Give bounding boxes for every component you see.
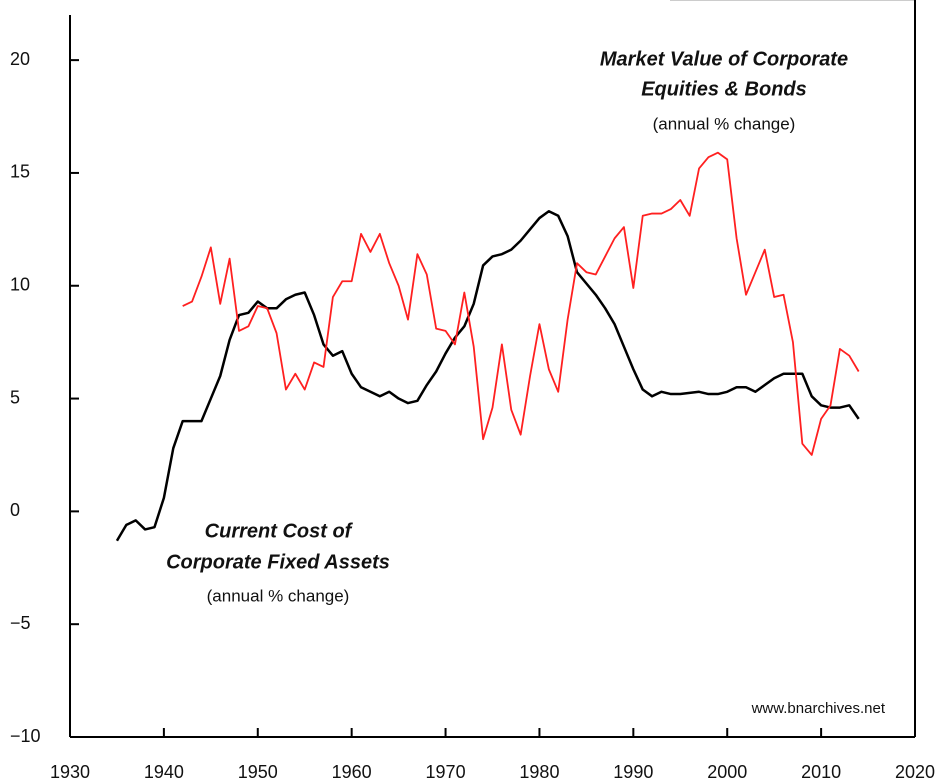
series-label: Market Value of Corporate bbox=[600, 48, 848, 70]
y-tick-label: −5 bbox=[10, 613, 31, 633]
series-label: Equities & Bonds bbox=[641, 78, 807, 100]
series-sublabel: (annual % change) bbox=[653, 114, 796, 133]
x-tick-label: 2000 bbox=[707, 762, 747, 782]
x-tick-label: 1950 bbox=[238, 762, 278, 782]
x-tick-label: 1960 bbox=[332, 762, 372, 782]
y-tick-label: 10 bbox=[10, 275, 30, 295]
watermark: www.bnarchives.net bbox=[751, 700, 886, 717]
x-tick-label: 1990 bbox=[613, 762, 653, 782]
y-tick-label: 5 bbox=[10, 387, 20, 407]
x-tick-label: 1970 bbox=[426, 762, 466, 782]
y-tick-label: 20 bbox=[10, 49, 30, 69]
series-label: Current Cost of bbox=[205, 520, 354, 542]
series-sublabel: (annual % change) bbox=[207, 586, 350, 605]
x-tick-label: 1930 bbox=[50, 762, 90, 782]
x-tick-label: 1940 bbox=[144, 762, 184, 782]
y-tick-label: 0 bbox=[10, 500, 20, 520]
x-tick-label: 2020 bbox=[895, 762, 935, 782]
series-label: Corporate Fixed Assets bbox=[166, 551, 390, 573]
x-tick-label: 1980 bbox=[519, 762, 559, 782]
x-tick-label: 2010 bbox=[801, 762, 841, 782]
y-tick-label: 15 bbox=[10, 162, 30, 182]
y-tick-label: −10 bbox=[10, 726, 41, 746]
series-line bbox=[115, 210, 860, 542]
series-line bbox=[182, 151, 860, 456]
